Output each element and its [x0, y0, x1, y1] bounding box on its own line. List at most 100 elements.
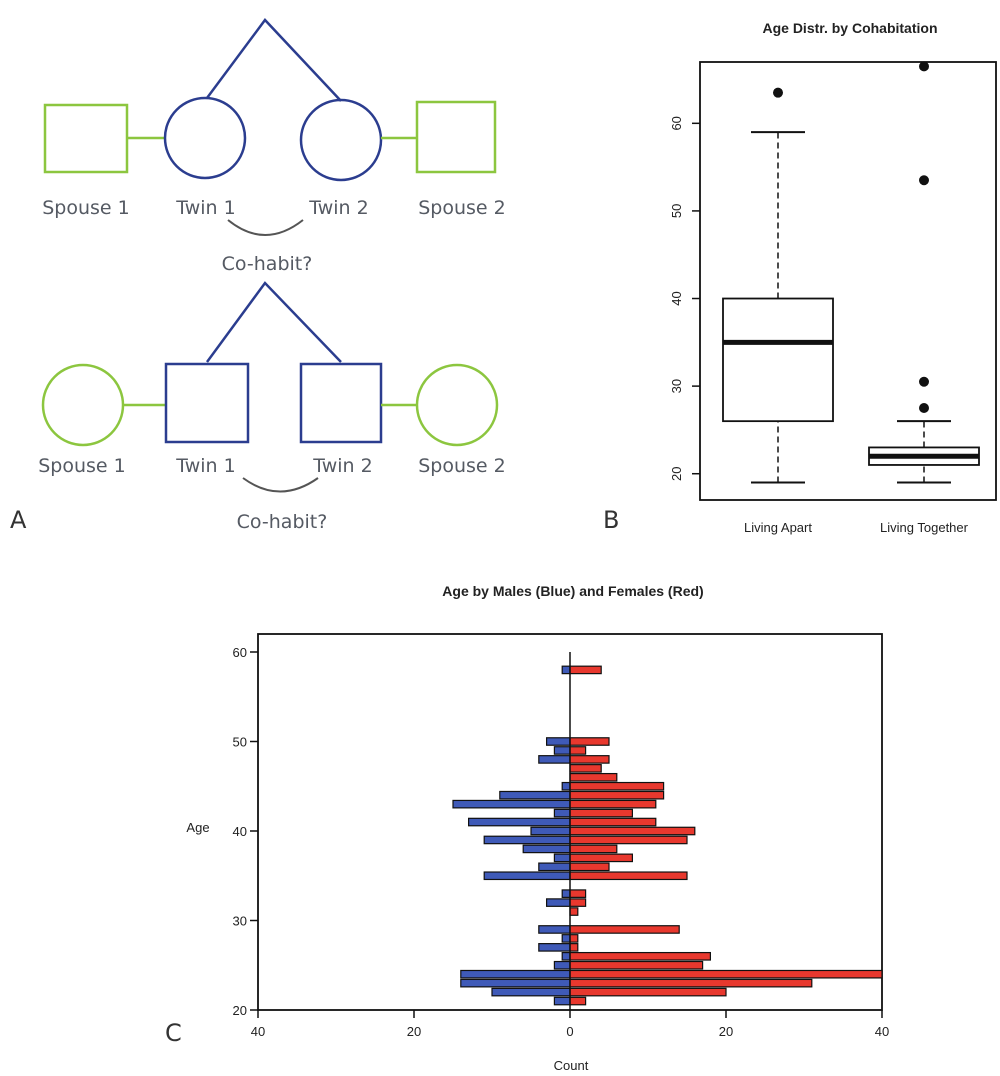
male-count-bar	[561, 934, 571, 943]
pedigree-bottom: Spouse 1 Twin 1 Twin 2 Spouse 2 Co-habit…	[38, 281, 506, 533]
pyramid-bars	[452, 665, 883, 1006]
pyramid-y-label: Age	[186, 820, 209, 835]
twin-2-circle	[299, 98, 383, 182]
label-spouse-1-bottom: Spouse 1	[38, 455, 126, 477]
female-count-bar	[569, 853, 634, 863]
male-count-bar	[561, 781, 571, 791]
boxplot-y-tick-label: 60	[669, 116, 684, 130]
panel-label-a: A	[10, 506, 27, 534]
male-count-bar	[522, 844, 571, 854]
label-twin-1-bottom: Twin 1	[175, 455, 235, 477]
male-count-bar	[468, 817, 571, 827]
co-habit-arc-top	[227, 219, 304, 236]
female-count-bar	[569, 764, 602, 773]
male-count-bar	[561, 889, 571, 898]
spouse-2-circle	[415, 363, 499, 447]
female-count-bar	[569, 978, 813, 988]
pyramid-x-tick-label: 40	[875, 1024, 889, 1039]
twin-2-square	[299, 362, 383, 444]
female-count-bar	[569, 951, 711, 961]
female-count-bar	[569, 960, 704, 970]
female-count-bar	[569, 996, 587, 1006]
pyramid-x-tick-label: 40	[251, 1024, 265, 1039]
label-spouse-2-top: Spouse 2	[418, 197, 506, 219]
male-count-bar	[553, 808, 571, 818]
female-count-bar	[569, 898, 587, 907]
pyramid-y-tick-label: 50	[233, 735, 247, 750]
male-count-bar	[561, 665, 571, 675]
female-count-bar	[569, 862, 610, 872]
male-count-bar	[452, 799, 571, 809]
spouse-1-circle	[41, 363, 125, 447]
male-count-bar	[553, 853, 571, 863]
female-count-bar	[569, 934, 579, 943]
male-count-bar	[538, 862, 571, 872]
boxplot-category-label: Living Apart	[744, 520, 812, 535]
boxplot-y-tick-label: 20	[669, 466, 684, 480]
female-count-bar	[569, 665, 602, 675]
pyramid-x-label: Count	[554, 1058, 589, 1073]
co-habit-arc-bottom	[242, 477, 319, 493]
pyramid-x-axis: 40 20 0 20 40	[251, 1010, 889, 1039]
boxplot-chart: Age Distr. by Cohabitation 20 30 40 50 60 Li…	[669, 20, 997, 535]
female-count-bar	[569, 799, 657, 809]
age-pyramid-chart: Age by Males (Blue) and Females (Red) 20…	[186, 583, 889, 1073]
twin-1-circle	[163, 96, 247, 180]
label-spouse-1-top: Spouse 1	[42, 197, 130, 219]
boxplot-outlier	[919, 376, 929, 387]
male-count-bar	[460, 969, 571, 979]
female-count-bar	[569, 943, 579, 952]
boxplot-x-labels: Living Apart Living Together	[744, 520, 969, 535]
female-count-bar	[569, 790, 665, 800]
boxplot-outlier	[773, 87, 783, 98]
male-count-bar	[483, 835, 571, 845]
pyramid-title: Age by Males (Blue) and Females (Red)	[442, 583, 703, 599]
spouse-1-square	[43, 103, 129, 174]
female-count-bar	[569, 889, 587, 898]
twin-link-bottom	[205, 281, 342, 363]
pyramid-y-tick-label: 60	[233, 645, 247, 660]
female-count-bar	[569, 907, 579, 916]
male-count-bar	[545, 898, 571, 907]
pyramid-x-tick-label: 20	[719, 1024, 733, 1039]
male-count-bar	[499, 790, 571, 800]
boxplot-box	[722, 297, 834, 423]
male-count-bar	[460, 978, 571, 988]
panel-label-c: C	[165, 1019, 182, 1047]
label-twin-1-top: Twin 1	[175, 197, 235, 219]
female-count-bar	[569, 844, 618, 854]
male-count-bar	[538, 943, 571, 952]
boxplot-y-axis: 20 30 40 50 60	[669, 116, 700, 481]
boxplot-marks	[722, 61, 980, 484]
twin-link-top	[205, 18, 342, 102]
boxplot-outlier	[919, 61, 929, 72]
female-count-bar	[569, 808, 634, 818]
panel-label-b: B	[603, 506, 619, 534]
female-count-bar	[569, 925, 680, 934]
male-count-bar	[538, 925, 571, 934]
male-count-bar	[491, 987, 571, 997]
pyramid-y-tick-label: 30	[233, 914, 247, 929]
female-count-bar	[569, 817, 657, 827]
female-count-bar	[569, 737, 610, 746]
female-count-bar	[569, 772, 618, 782]
male-count-bar	[483, 871, 571, 881]
label-twin-2-top: Twin 2	[308, 197, 368, 219]
male-count-bar	[530, 826, 571, 836]
boxplot-y-tick-label: 40	[669, 291, 684, 305]
twin-1-square	[164, 362, 250, 444]
boxplot-y-tick-label: 30	[669, 379, 684, 393]
female-count-bar	[569, 987, 727, 997]
boxplot-outlier	[919, 403, 929, 414]
male-count-bar	[553, 960, 571, 970]
boxplot-frame	[699, 61, 997, 501]
female-count-bar	[569, 969, 883, 979]
pyramid-y-axis: 20 30 40 50 60	[233, 645, 258, 1018]
female-count-bar	[569, 781, 665, 791]
pedigree-top: Spouse 1 Twin 1 Twin 2 Spouse 2 Co-habit…	[42, 18, 506, 275]
male-count-bar	[553, 746, 571, 755]
pyramid-y-tick-label: 20	[233, 1003, 247, 1018]
label-spouse-2-bottom: Spouse 2	[418, 455, 506, 477]
label-co-habit-bottom: Co-habit?	[237, 511, 328, 533]
